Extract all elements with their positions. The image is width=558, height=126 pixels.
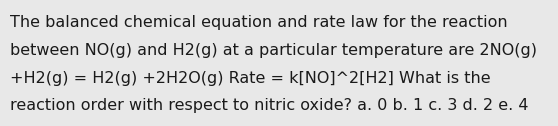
Text: The balanced chemical equation and rate law for the reaction: The balanced chemical equation and rate …	[10, 15, 508, 30]
Text: between NO(g) and H2(g) at a particular temperature are 2NO(g): between NO(g) and H2(g) at a particular …	[10, 43, 537, 58]
Text: +H2(g) = H2(g) +2H2O(g) Rate = k[NO]^2[H2] What is the: +H2(g) = H2(g) +2H2O(g) Rate = k[NO]^2[H…	[10, 71, 490, 86]
Text: reaction order with respect to nitric oxide? a. 0 b. 1 c. 3 d. 2 e. 4: reaction order with respect to nitric ox…	[10, 98, 528, 113]
